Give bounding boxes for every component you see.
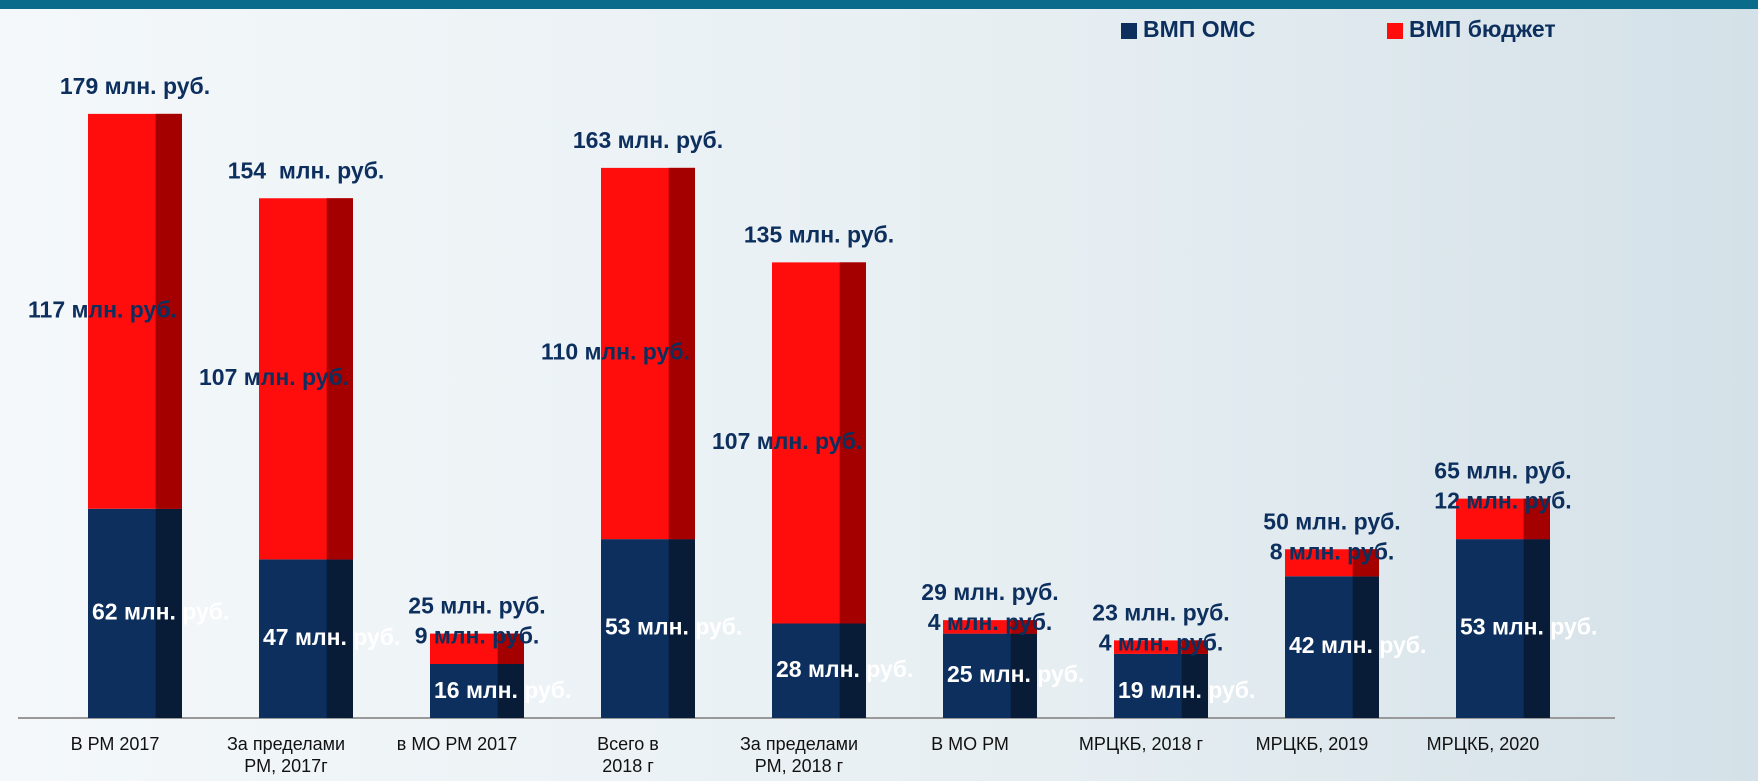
- bar-shade: [155, 508, 182, 718]
- value-label: 107 млн. руб.: [712, 428, 862, 454]
- bar-shade: [668, 539, 695, 718]
- bar-shade: [1352, 576, 1379, 718]
- bar-shade: [497, 633, 524, 664]
- value-label: 9 млн. руб.: [415, 623, 540, 649]
- value-label: 53 млн. руб.: [605, 614, 742, 640]
- bar-shade: [839, 623, 866, 718]
- value-label: 12 млн. руб.: [1434, 488, 1571, 514]
- x-tick-label: В РМ 2017: [71, 734, 160, 754]
- bar-shade: [1523, 498, 1550, 540]
- value-label: 4 млн. руб.: [1099, 629, 1224, 655]
- value-label: 117 млн. руб.: [28, 296, 177, 322]
- x-tick-label: в МО РМ 2017: [397, 734, 517, 754]
- total-label: 29 млн. руб.: [921, 579, 1058, 605]
- bar-shade: [839, 262, 866, 624]
- bar-shade: [497, 664, 524, 718]
- total-label: 135 млн. руб.: [744, 221, 894, 247]
- x-tick-label: Всего в: [597, 734, 659, 754]
- value-label: 19 млн. руб.: [1118, 677, 1255, 703]
- value-label: 42 млн. руб.: [1289, 632, 1426, 658]
- bar-shade: [326, 198, 353, 560]
- value-label: 62 млн. руб.: [92, 598, 229, 624]
- bar-shade: [668, 167, 695, 540]
- bar-shade: [1010, 620, 1037, 634]
- total-label: 23 млн. руб.: [1092, 599, 1229, 625]
- value-label: 107 млн. руб.: [199, 364, 349, 390]
- total-label: 50 млн. руб.: [1263, 508, 1400, 534]
- bar-shade: [1181, 640, 1208, 654]
- value-label: 28 млн. руб.: [776, 656, 913, 682]
- x-tick-label: МРЦКБ, 2018 г: [1079, 734, 1204, 754]
- value-label: 47 млн. руб.: [263, 624, 400, 650]
- value-label: 53 млн. руб.: [1460, 614, 1597, 640]
- value-label: 4 млн. руб.: [928, 609, 1053, 635]
- value-label: 16 млн. руб.: [434, 677, 571, 703]
- bar-shade: [1010, 633, 1037, 718]
- x-tick-label: За пределами: [227, 734, 345, 754]
- bar-shade: [1181, 653, 1208, 718]
- legend-swatch: [1387, 23, 1403, 39]
- value-label: 25 млн. руб.: [947, 661, 1084, 687]
- bar-shade: [326, 559, 353, 718]
- x-tick-label: 2018 г: [602, 756, 654, 776]
- x-tick-label: В МО РМ: [931, 734, 1009, 754]
- x-tick-label: РМ, 2017г: [244, 756, 328, 776]
- value-label: 8 млн. руб.: [1270, 538, 1395, 564]
- bar-shade: [155, 113, 182, 509]
- legend-label: ВМП ОМС: [1143, 16, 1255, 42]
- total-label: 163 млн. руб.: [573, 127, 723, 153]
- top-stripe: [0, 0, 1758, 9]
- bar-shade: [1523, 539, 1550, 718]
- x-tick-label: За пределами: [740, 734, 858, 754]
- legend-swatch: [1121, 23, 1137, 39]
- total-label: 154 млн. руб.: [228, 157, 385, 183]
- x-tick-label: МРЦКБ, 2019: [1256, 734, 1369, 754]
- legend-label: ВМП бюджет: [1409, 16, 1556, 42]
- total-label: 25 млн. руб.: [408, 593, 545, 619]
- bar-shade: [1352, 549, 1379, 577]
- total-label: 179 млн. руб.: [60, 73, 210, 99]
- value-label: 110 млн. руб.: [541, 339, 690, 365]
- total-label: 65 млн. руб.: [1434, 458, 1571, 484]
- x-tick-label: МРЦКБ, 2020: [1427, 734, 1540, 754]
- x-tick-label: РМ, 2018 г: [755, 756, 844, 776]
